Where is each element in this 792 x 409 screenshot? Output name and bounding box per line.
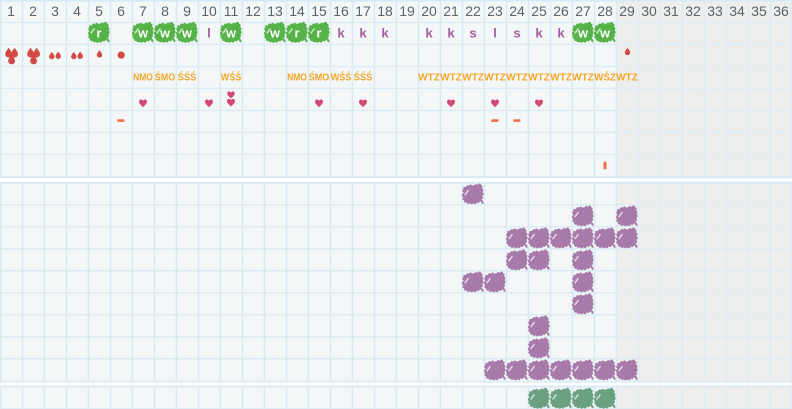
svg-text:WTZ: WTZ xyxy=(484,72,506,83)
svg-text:ŚŚŚ: ŚŚŚ xyxy=(178,70,197,83)
svg-text:k: k xyxy=(359,25,367,40)
svg-text:14: 14 xyxy=(289,3,305,19)
svg-text:NMO: NMO xyxy=(287,72,307,83)
svg-text:23: 23 xyxy=(487,3,503,19)
svg-text:31: 31 xyxy=(663,3,679,19)
svg-text:k: k xyxy=(381,25,389,40)
svg-text:ŚŚŚ: ŚŚŚ xyxy=(354,70,373,83)
svg-text:k: k xyxy=(557,25,565,40)
svg-text:24: 24 xyxy=(509,3,525,19)
svg-text:w: w xyxy=(181,26,192,40)
svg-text:w: w xyxy=(137,26,148,40)
svg-text:WŚŚ: WŚŚ xyxy=(221,70,242,83)
svg-text:k: k xyxy=(447,25,455,40)
svg-text:7: 7 xyxy=(139,3,147,19)
svg-text:WTZ: WTZ xyxy=(462,72,484,83)
svg-text:26: 26 xyxy=(553,3,569,19)
svg-text:WTZ: WTZ xyxy=(528,72,550,83)
svg-text:3: 3 xyxy=(51,3,59,19)
svg-text:WTZ: WTZ xyxy=(418,72,440,83)
svg-text:NMO: NMO xyxy=(133,72,153,83)
svg-text:25: 25 xyxy=(531,3,547,19)
svg-text:33: 33 xyxy=(707,3,723,19)
svg-text:22: 22 xyxy=(465,3,481,19)
svg-text:WTZ: WTZ xyxy=(440,72,462,83)
svg-text:s: s xyxy=(469,25,476,40)
svg-text:WTZ: WTZ xyxy=(572,72,594,83)
svg-text:WŚŚ: WŚŚ xyxy=(331,70,352,83)
svg-text:8: 8 xyxy=(161,3,169,19)
svg-text:r: r xyxy=(317,26,322,40)
svg-text:4: 4 xyxy=(73,3,81,19)
svg-text:16: 16 xyxy=(333,3,349,19)
svg-text:35: 35 xyxy=(751,3,767,19)
svg-text:k: k xyxy=(337,25,345,40)
svg-text:29: 29 xyxy=(619,3,635,19)
svg-text:34: 34 xyxy=(729,3,745,19)
svg-text:2: 2 xyxy=(29,3,37,19)
svg-text:w: w xyxy=(225,26,236,40)
svg-text:28: 28 xyxy=(597,3,613,19)
svg-text:r: r xyxy=(295,26,300,40)
svg-text:17: 17 xyxy=(355,3,371,19)
svg-text:13: 13 xyxy=(267,3,283,19)
svg-text:ŚMO: ŚMO xyxy=(309,70,330,83)
svg-text:6: 6 xyxy=(117,3,125,19)
svg-text:9: 9 xyxy=(183,3,191,19)
svg-text:WTZ: WTZ xyxy=(506,72,528,83)
svg-text:12: 12 xyxy=(245,3,261,19)
svg-text:l: l xyxy=(207,25,211,40)
svg-text:w: w xyxy=(599,26,610,40)
svg-text:s: s xyxy=(513,25,520,40)
svg-text:k: k xyxy=(425,25,433,40)
svg-text:20: 20 xyxy=(421,3,437,19)
svg-text:WTZ: WTZ xyxy=(550,72,572,83)
svg-text:21: 21 xyxy=(443,3,459,19)
svg-text:l: l xyxy=(493,25,497,40)
svg-text:w: w xyxy=(269,26,280,40)
svg-text:WTZ: WTZ xyxy=(616,72,638,83)
svg-text:27: 27 xyxy=(575,3,591,19)
svg-text:19: 19 xyxy=(399,3,415,19)
svg-text:11: 11 xyxy=(224,3,239,19)
svg-text:32: 32 xyxy=(685,3,701,19)
svg-text:k: k xyxy=(535,25,543,40)
svg-text:30: 30 xyxy=(641,3,657,19)
svg-text:w: w xyxy=(577,26,588,40)
svg-text:15: 15 xyxy=(311,3,327,19)
svg-text:36: 36 xyxy=(773,3,789,19)
svg-text:ŚMO: ŚMO xyxy=(155,70,176,83)
svg-text:r: r xyxy=(97,26,102,40)
svg-text:5: 5 xyxy=(95,3,103,19)
svg-text:WŚZ: WŚZ xyxy=(594,70,616,83)
svg-text:18: 18 xyxy=(377,3,393,19)
svg-text:w: w xyxy=(159,26,170,40)
svg-text:10: 10 xyxy=(201,3,217,19)
svg-text:1: 1 xyxy=(7,3,15,19)
